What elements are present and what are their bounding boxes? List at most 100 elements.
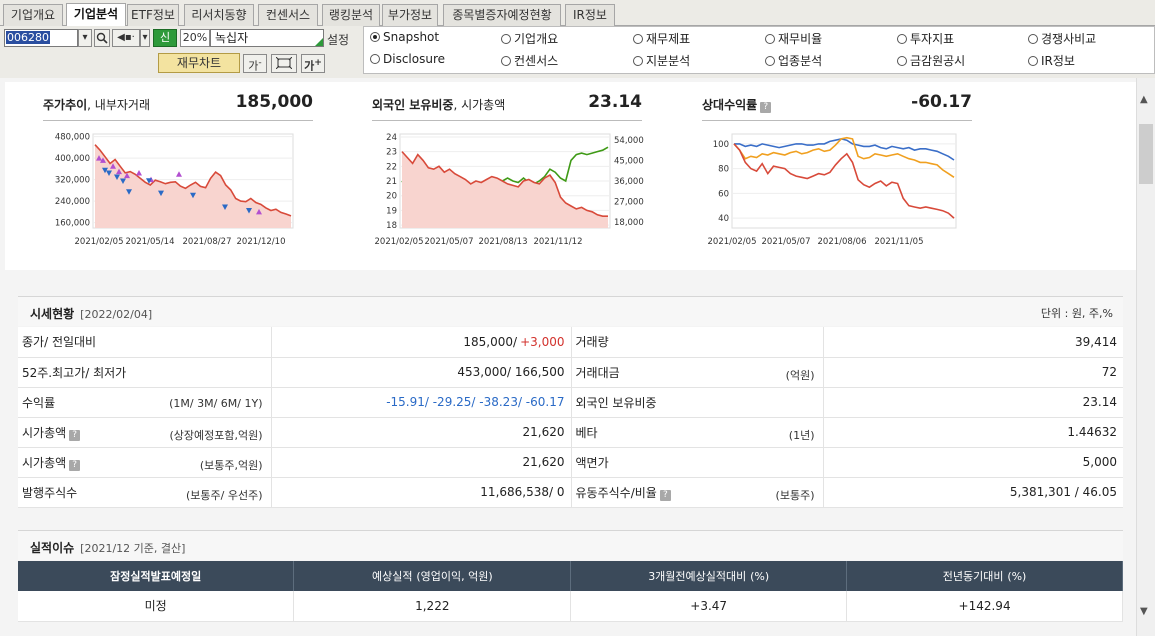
radio-dot-icon[interactable]	[501, 56, 511, 66]
radio-0[interactable]: Snapshot	[370, 30, 439, 44]
radio-8[interactable]: 지분분석	[633, 52, 690, 69]
market-date: [2022/02/04]	[80, 308, 153, 321]
tab-8[interactable]: IR정보	[565, 4, 615, 26]
fin-chart-button[interactable]: 재무차트	[158, 53, 240, 73]
price-chart-title: 주가추이, 내부자거래	[43, 98, 151, 112]
help-icon[interactable]: ?	[760, 102, 772, 113]
vertical-scrollbar[interactable]: ▲ ▼	[1136, 78, 1155, 636]
radio-9[interactable]: 업종분석	[765, 52, 822, 69]
cell-label: 발행주식수 (보통주/ 우선주)	[18, 477, 271, 508]
font-smaller-button[interactable]: 가-	[243, 54, 267, 73]
cell-label: 시가총액? (보통주,억원)	[18, 447, 271, 478]
radio-1[interactable]: 기업개요	[501, 30, 558, 47]
table-row: 시가총액? (보통주,억원) 21,620 액면가 5,000	[18, 447, 1123, 478]
radio-dot-icon[interactable]	[633, 56, 643, 66]
col-announce-date: 잠정실적발표예정일	[18, 561, 295, 591]
chart-panel: 주가추이, 내부자거래 185,000 480,000 400,000 320,00…	[5, 82, 1136, 270]
expand-icon[interactable]	[271, 54, 297, 73]
radio-dot-icon[interactable]	[370, 32, 380, 42]
speaker-icon[interactable]: ◀▪·	[112, 29, 140, 47]
cell-value: 11,686,538/ 0	[270, 477, 571, 508]
shin-button[interactable]: 신	[153, 29, 177, 47]
view-radio-group: Snapshot 기업개요 재무제표 재무비율 투자지표 경쟁사비교 Disclosure 컨…	[363, 26, 1155, 74]
buy-marker	[136, 169, 142, 176]
stock-name-field[interactable]: 녹십자	[210, 29, 324, 47]
search-icon[interactable]	[94, 29, 110, 47]
radio-dot-icon[interactable]	[370, 54, 380, 64]
tab-2[interactable]: ETF정보	[127, 4, 179, 26]
table-row: 발행주식수 (보통주/ 우선주) 11,686,538/ 0 유동주식수/비율? (보통…	[18, 477, 1123, 508]
cell-value: 1.44632	[822, 417, 1123, 448]
radio-10[interactable]: 금감원공시	[897, 52, 965, 69]
radio-label: Snapshot	[383, 30, 440, 44]
main-content: 주가추이, 내부자거래 185,000 480,000 400,000 320,00…	[0, 78, 1136, 636]
settings-link[interactable]: 설정	[327, 33, 350, 47]
buy-marker	[110, 163, 116, 169]
market-title: 시세현황 [2022/02/04]	[30, 307, 153, 321]
tab-7[interactable]: 종목별증자예정현황	[443, 4, 561, 26]
x-tick-label: 2021/02/05	[375, 237, 424, 247]
table-row: 종가/ 전일대비 185,000/+3,000 거래량 39,414	[18, 327, 1123, 358]
series-area	[402, 151, 608, 228]
scroll-down-icon[interactable]: ▼	[1140, 606, 1148, 617]
radio-dot-icon[interactable]	[1028, 34, 1038, 44]
cell-value: 185,000/+3,000	[270, 327, 571, 358]
radio-dot-icon[interactable]	[501, 34, 511, 44]
radio-4[interactable]: 투자지표	[897, 30, 954, 47]
radio-11[interactable]: IR정보	[1028, 52, 1075, 69]
help-icon[interactable]: ?	[69, 429, 81, 441]
radio-label: 기업개요	[514, 32, 559, 46]
tab-0[interactable]: 기업개요	[3, 4, 63, 26]
y2-tick-label: 18,000	[614, 218, 644, 228]
tab-6[interactable]: 부가정보	[382, 4, 438, 26]
tab-4[interactable]: 컨센서스	[258, 4, 318, 26]
radio-7[interactable]: 컨센서스	[501, 52, 558, 69]
cell-label: 시가총액? (상장예정포함,억원)	[18, 417, 271, 448]
cell-sublabel: (보통주,억원)	[199, 458, 263, 472]
radio-6[interactable]: Disclosure	[370, 52, 445, 66]
radio-dot-icon[interactable]	[765, 34, 775, 44]
scroll-thumb[interactable]	[1139, 124, 1153, 184]
cell-yoy: +142.94	[846, 591, 1123, 622]
y-tick-label: 100	[713, 140, 729, 150]
code-dropdown-button[interactable]: ▾	[78, 29, 92, 47]
cell-label: 액면가	[570, 447, 823, 478]
series-line-0	[734, 138, 955, 161]
help-icon[interactable]: ?	[69, 459, 81, 471]
cell-value: 5,381,301 / 46.05	[822, 477, 1123, 508]
sell-marker	[222, 204, 228, 211]
sell-marker	[120, 178, 126, 184]
scroll-up-icon[interactable]: ▲	[1140, 94, 1148, 105]
stock-code-input[interactable]: 006280	[4, 29, 78, 47]
radio-label: 재무제표	[646, 32, 691, 46]
radio-dot-icon[interactable]	[1028, 56, 1038, 66]
radio-dot-icon[interactable]	[765, 56, 775, 66]
sell-marker	[106, 170, 112, 176]
radio-dot-icon[interactable]	[897, 34, 907, 44]
cell-label: 외국인 보유비중	[570, 387, 823, 418]
radio-2[interactable]: 재무제표	[633, 30, 690, 47]
speaker-dropdown-button[interactable]: ▾	[140, 29, 150, 47]
radio-3[interactable]: 재무비율	[765, 30, 822, 47]
radio-label: 금감원공시	[910, 54, 966, 68]
font-larger-button[interactable]: 가+	[301, 54, 325, 73]
radio-dot-icon[interactable]	[633, 34, 643, 44]
radio-dot-icon[interactable]	[897, 56, 907, 66]
radio-5[interactable]: 경쟁사비교	[1028, 30, 1096, 47]
y-tick-label: 320,000	[55, 176, 90, 186]
tab-1[interactable]: 기업분석	[66, 3, 126, 27]
help-icon[interactable]: ?	[659, 489, 671, 501]
buy-marker	[100, 157, 106, 163]
cell-label: 유동주식수/비율? (보통주)	[570, 477, 823, 508]
tab-3[interactable]: 리서치동향	[184, 4, 254, 26]
cell-expected: 1,222	[293, 591, 572, 622]
toolbar: 006280 ▾ ◀▪· ▾ 신 20% 녹십자 설정 재무차트 가- 가+ S…	[0, 26, 1155, 78]
relative-chart-title: 상대수익률?	[702, 96, 772, 113]
tab-5[interactable]: 랭킹분석	[322, 4, 380, 26]
cell-vs-3m: +3.47	[570, 591, 848, 622]
radio-label: 지분분석	[646, 54, 691, 68]
y-tick-label: 22	[386, 162, 397, 172]
cell-sublabel: (1M/ 3M/ 6M/ 1Y)	[169, 396, 263, 410]
cell-value: 453,000/ 166,500	[270, 357, 571, 388]
y-tick-label: 240,000	[55, 197, 90, 207]
